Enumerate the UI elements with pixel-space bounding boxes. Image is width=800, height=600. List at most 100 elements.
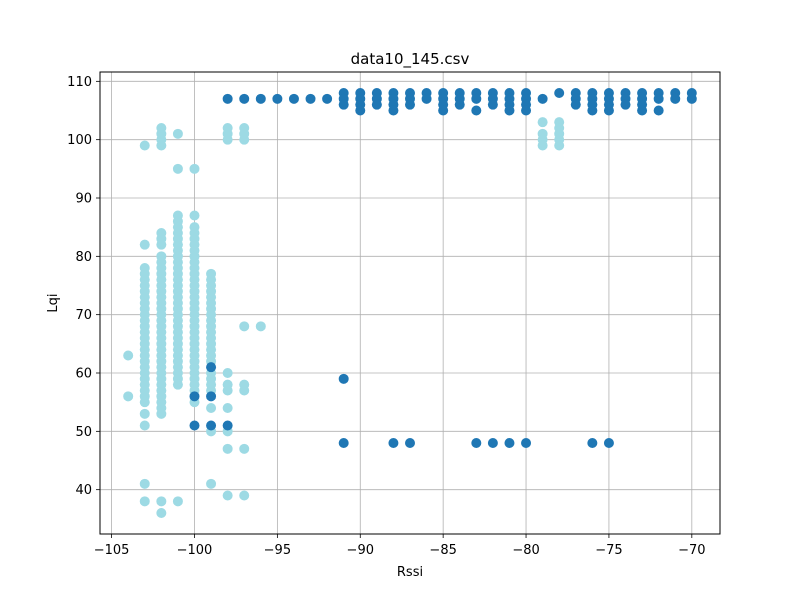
data-point [653, 105, 664, 116]
y-tick-label: 110 [67, 75, 92, 90]
data-point [570, 99, 581, 110]
data-point [554, 88, 565, 98]
chart-title: data10_145.csv [351, 50, 470, 69]
data-point [222, 420, 233, 431]
data-point [156, 508, 167, 518]
data-point [139, 140, 150, 151]
y-tick-label: 50 [75, 425, 92, 440]
data-point [189, 163, 200, 174]
data-point [156, 140, 167, 151]
data-point [239, 93, 250, 104]
data-point [471, 438, 482, 448]
scatter-points [123, 88, 697, 518]
data-point [670, 93, 681, 104]
data-point [123, 350, 134, 361]
data-point [487, 438, 498, 448]
data-point [272, 93, 283, 104]
data-point [139, 420, 150, 431]
x-tick-label: −105 [94, 543, 130, 558]
data-point [206, 478, 217, 489]
data-point [355, 105, 366, 116]
data-point [405, 438, 415, 448]
data-point [521, 438, 532, 448]
data-point [537, 140, 548, 151]
x-tick-label: −100 [177, 543, 213, 558]
x-axis-label: Rssi [397, 565, 423, 580]
data-point [239, 321, 250, 332]
data-point [139, 496, 150, 507]
data-point [454, 99, 465, 110]
grid-lines [100, 72, 720, 534]
data-point [222, 368, 233, 378]
data-point [222, 443, 233, 454]
data-point [405, 99, 415, 110]
data-point [255, 93, 266, 104]
data-point [239, 134, 250, 145]
data-point [587, 105, 598, 116]
data-point [603, 105, 614, 116]
data-point [239, 385, 250, 396]
data-point [504, 105, 515, 116]
y-tick-label: 60 [75, 367, 92, 382]
data-point [537, 117, 548, 128]
data-point [554, 140, 565, 151]
data-point [388, 438, 399, 448]
axis-ticks: −105 −100 −95 −90 −85 −80 −75 −70 40 50 60 70 80 90 10… [67, 75, 705, 558]
y-tick-label: 100 [67, 133, 92, 148]
data-point [139, 478, 150, 489]
data-point [206, 391, 217, 402]
data-point [471, 93, 482, 104]
data-point [172, 163, 183, 174]
data-point [338, 99, 349, 110]
data-point [603, 438, 614, 448]
data-point [322, 93, 333, 104]
data-point [222, 403, 233, 413]
y-tick-label: 80 [75, 250, 92, 265]
data-point [139, 397, 150, 408]
data-point [172, 379, 183, 390]
y-axis-label: Lqi [46, 293, 61, 312]
plot-frame [99, 71, 721, 535]
data-point [471, 105, 482, 116]
data-point [172, 496, 183, 507]
data-point [537, 93, 548, 104]
data-point [156, 239, 167, 250]
data-point [156, 408, 167, 419]
data-point [686, 93, 697, 104]
data-point [206, 403, 217, 413]
data-point [189, 420, 200, 431]
x-tick-label: −85 [429, 543, 456, 558]
data-point [239, 443, 250, 454]
data-point [305, 93, 316, 104]
data-point [438, 105, 449, 116]
data-point [637, 105, 648, 116]
x-tick-label: −90 [347, 543, 374, 558]
data-point [620, 99, 631, 110]
data-point [172, 128, 183, 139]
data-point [222, 490, 233, 501]
data-point [338, 373, 349, 384]
data-point [421, 93, 432, 104]
data-point [156, 496, 167, 507]
data-point [222, 385, 233, 396]
data-point [206, 362, 217, 373]
data-point [139, 239, 150, 250]
data-point [338, 438, 349, 448]
y-tick-label: 90 [75, 192, 92, 207]
x-tick-label: −80 [512, 543, 539, 558]
data-point [222, 93, 233, 104]
data-point [388, 105, 399, 116]
x-tick-label: −70 [678, 543, 705, 558]
data-point [288, 93, 299, 104]
y-tick-label: 40 [75, 483, 92, 498]
data-point [487, 99, 498, 110]
data-point [587, 438, 598, 448]
y-tick-label: 70 [75, 308, 92, 323]
data-point [239, 490, 250, 501]
x-tick-label: −75 [595, 543, 622, 558]
x-tick-label: −95 [264, 543, 291, 558]
data-point [139, 408, 150, 419]
data-point [206, 420, 217, 431]
data-point [255, 321, 266, 332]
